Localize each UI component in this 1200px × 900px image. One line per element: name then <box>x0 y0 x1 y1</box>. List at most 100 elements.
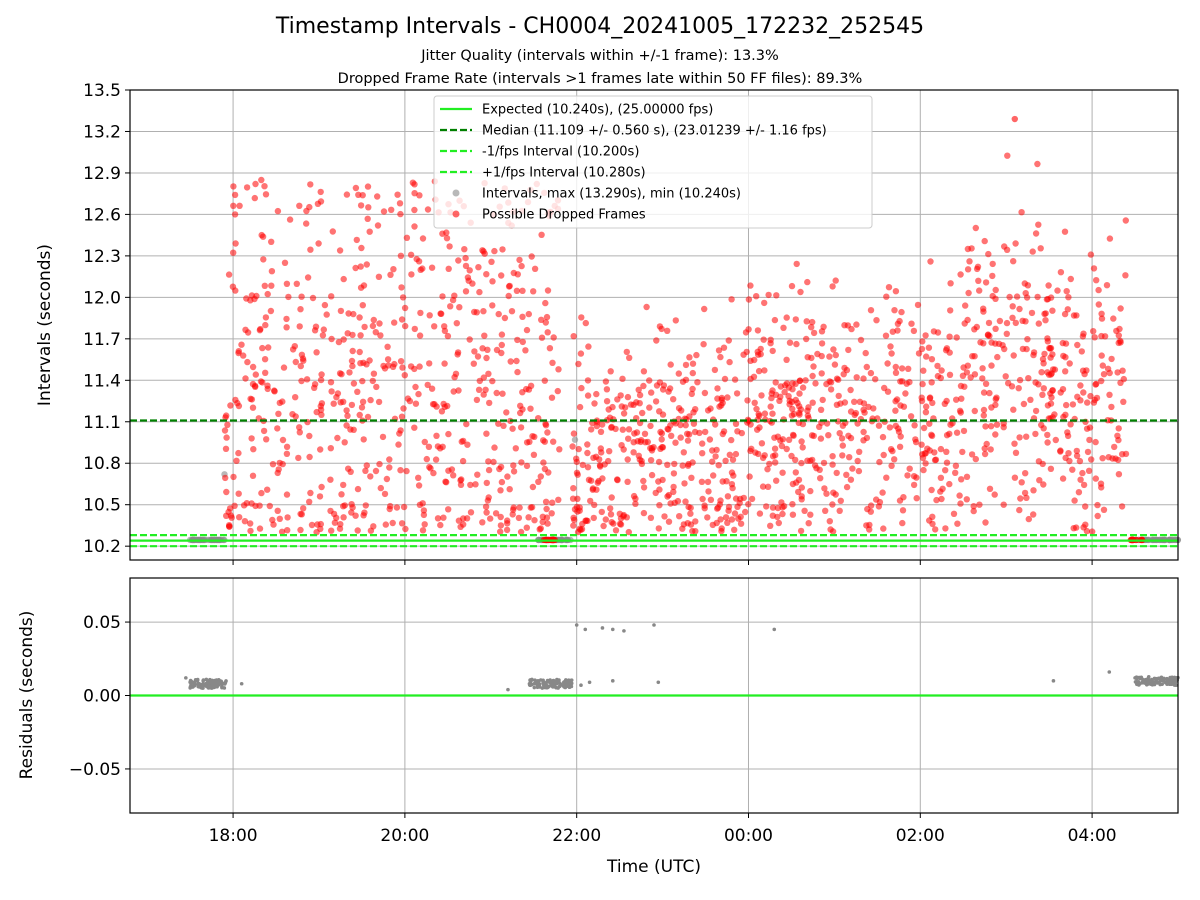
dropped-frame-point <box>283 280 291 287</box>
dropped-frame-point <box>497 528 504 535</box>
dropped-frame-point <box>792 396 799 404</box>
dropped-frame-point <box>847 476 855 483</box>
dropped-frame-point <box>1095 301 1103 308</box>
dropped-frame-point <box>1064 432 1072 440</box>
dropped-frame-point <box>344 412 351 419</box>
dropped-frame-point <box>981 237 988 245</box>
dropped-frame-point <box>789 511 797 518</box>
dropped-frame-point <box>946 480 953 488</box>
dropped-frame-point <box>231 191 239 199</box>
dropped-frame-point <box>317 525 324 533</box>
dropped-frame-point <box>913 495 920 502</box>
dropped-frame-point <box>483 509 490 516</box>
dropped-frame-point <box>778 442 786 450</box>
dropped-frame-point <box>397 467 404 474</box>
dropped-frame-point <box>393 504 401 511</box>
dropped-frame-point <box>640 484 648 491</box>
dropped-frame-point <box>252 371 259 378</box>
dropped-frame-point <box>445 265 452 272</box>
dropped-frame-point <box>262 314 270 321</box>
dropped-frame-point <box>1062 368 1069 375</box>
residual-point <box>569 684 574 689</box>
dropped-frame-point <box>345 310 352 317</box>
dropped-frame-point <box>570 485 577 492</box>
residual-point <box>574 623 579 627</box>
dropped-frame-point <box>776 397 783 404</box>
dropped-frame-point <box>236 202 243 209</box>
dropped-frame-point <box>931 449 938 456</box>
dropped-frame-point <box>252 383 259 390</box>
dropped-frame-point <box>462 288 470 295</box>
residual-point <box>583 627 588 632</box>
dropped-frame-point <box>292 358 299 366</box>
x-ticks: 18:00 20:00 22:00 00:00 02:00 04:00 <box>209 560 1117 846</box>
dropped-frame-point <box>1062 454 1069 462</box>
dropped-frame-point <box>937 488 944 495</box>
dropped-frame-point <box>1003 319 1011 327</box>
dropped-frame-point <box>377 484 384 492</box>
dropped-frame-point <box>420 507 428 514</box>
dropped-frame-point <box>691 428 699 436</box>
dropped-frame-point <box>1034 160 1041 168</box>
dropped-frame-point <box>598 508 605 516</box>
dropped-frame-point <box>659 386 667 393</box>
dropped-frame-point <box>293 280 300 287</box>
dropped-frame-point <box>1002 373 1009 380</box>
dropped-frame-point <box>920 424 928 432</box>
dropped-frame-point <box>705 488 712 495</box>
residual-point <box>1152 680 1157 684</box>
dropped-frame-point <box>647 457 655 464</box>
dropped-frame-point <box>1098 352 1105 359</box>
dropped-frame-point <box>389 519 396 527</box>
dropped-frame-point <box>887 446 895 453</box>
dropped-frame-point <box>400 405 407 412</box>
dropped-frame-point <box>761 410 769 417</box>
dropped-frame-point <box>453 320 460 327</box>
dropped-frame-point <box>466 267 473 274</box>
dropped-frame-point <box>411 181 418 188</box>
dropped-frame-point <box>591 501 598 509</box>
dropped-frame-point <box>296 424 303 431</box>
dropped-frame-point <box>769 410 776 417</box>
dropped-frame-point <box>249 404 257 411</box>
dropped-frame-point <box>317 446 324 453</box>
dropped-frame-point <box>725 337 732 344</box>
dropped-frame-point <box>1077 476 1084 483</box>
dropped-frame-point <box>979 375 986 382</box>
dropped-frame-point <box>386 464 393 471</box>
dropped-frame-point <box>728 296 735 303</box>
dropped-frame-point <box>340 514 347 521</box>
dropped-frame-point <box>234 399 241 407</box>
dropped-frame-point <box>1091 396 1099 404</box>
top-y-tick-label: 12.6 <box>83 205 121 225</box>
dropped-frame-point <box>397 210 404 218</box>
legend-entry: Possible Dropped Frames <box>482 208 646 223</box>
dropped-frame-point <box>748 495 756 503</box>
dropped-frame-point <box>509 511 516 518</box>
dropped-frame-point <box>283 450 291 457</box>
dropped-frame-point <box>810 329 818 337</box>
dropped-frame-point <box>832 491 839 498</box>
dropped-frame-point <box>926 394 934 401</box>
dropped-frame-point <box>344 330 351 337</box>
dropped-frame-point <box>918 345 926 353</box>
dropped-frame-point <box>585 343 592 350</box>
dropped-frame-point <box>230 202 237 209</box>
dropped-frame-point <box>261 183 268 190</box>
dropped-frame-point <box>284 514 291 521</box>
dropped-frame-point <box>630 492 638 500</box>
dropped-frame-point <box>1035 458 1043 465</box>
dropped-frame-point <box>826 518 833 525</box>
dropped-frame-point <box>801 507 808 514</box>
dropped-frame-point <box>1100 506 1108 513</box>
dropped-frame-point <box>1022 433 1030 440</box>
dropped-frame-point <box>906 465 913 472</box>
dropped-frame-point <box>419 235 427 242</box>
dropped-frame-point <box>836 507 843 514</box>
dropped-frame-point <box>707 496 715 503</box>
dropped-frame-point <box>922 409 930 416</box>
dropped-frame-point <box>328 293 335 300</box>
dropped-frame-point <box>416 501 424 508</box>
dropped-frame-point <box>672 439 679 446</box>
dropped-frame-point <box>577 350 585 357</box>
